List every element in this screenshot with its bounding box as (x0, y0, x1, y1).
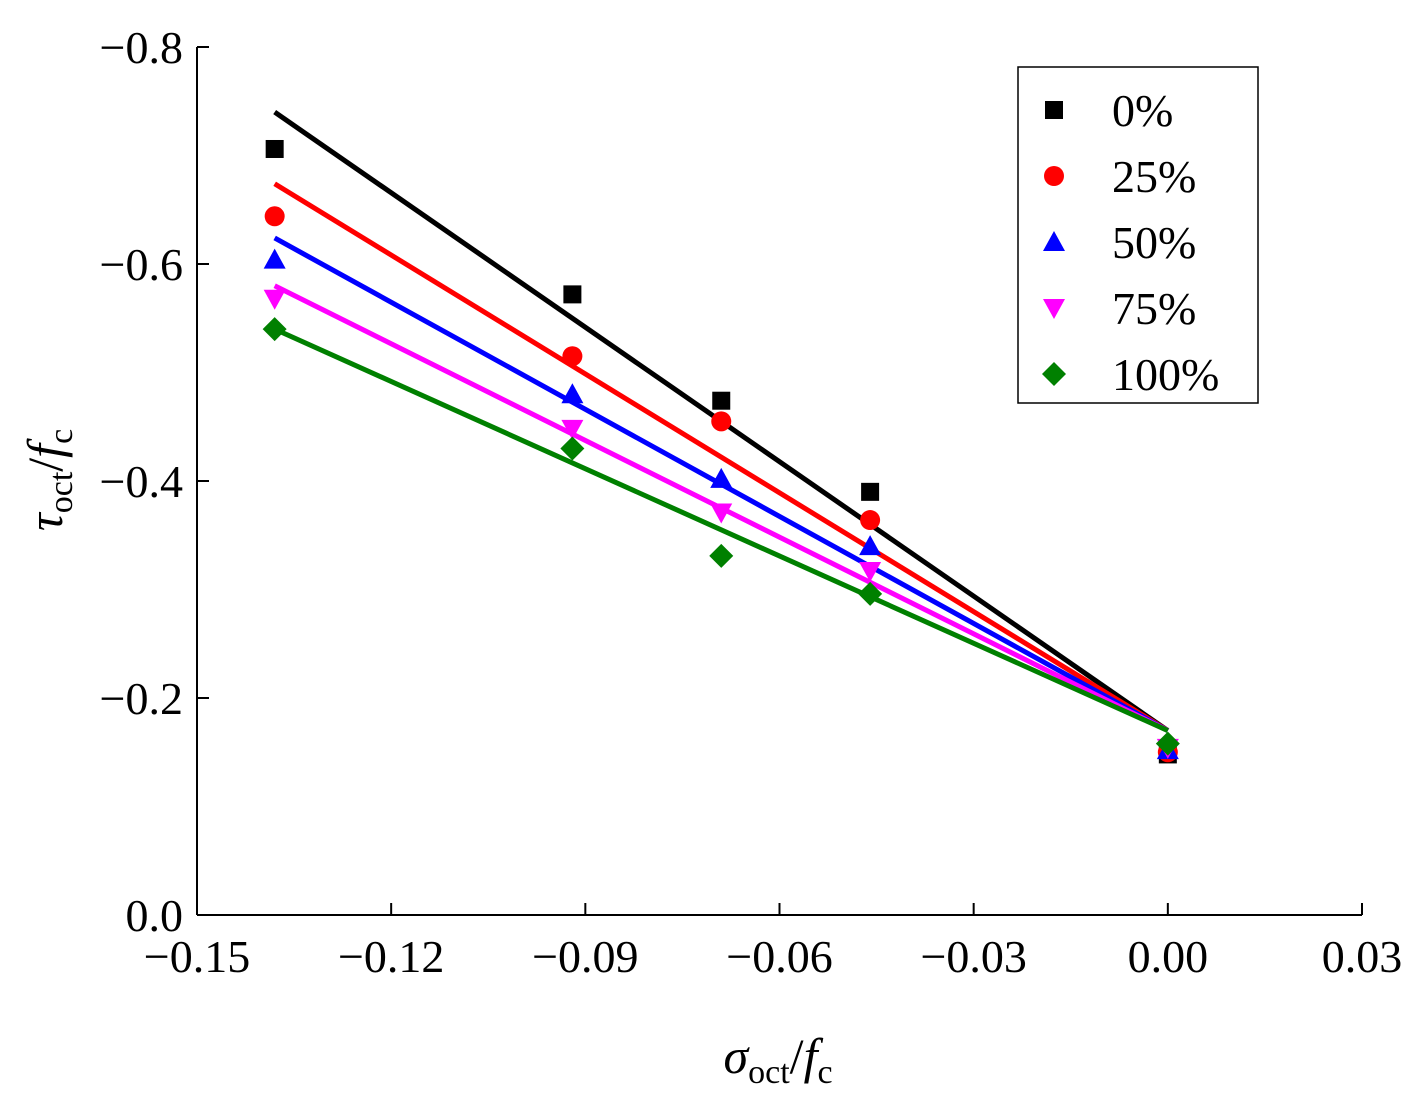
legend-marker-100pct (1042, 362, 1066, 386)
svg-text:σoct/fc: σoct/fc (723, 1028, 832, 1091)
data-markers (262, 139, 1180, 764)
data-point-100pct (560, 436, 585, 461)
y-tick-label: −0.6 (100, 239, 183, 290)
data-point-50pct (859, 535, 882, 556)
x-axis-title: σoct/fc (723, 1028, 832, 1091)
data-point-0pct (861, 482, 880, 501)
legend-marker-25pct (1044, 166, 1064, 186)
data-point-0pct (563, 285, 582, 304)
legend-label-0pct: 0% (1112, 85, 1173, 136)
legend-label-25pct: 25% (1112, 151, 1196, 202)
data-point-100pct (858, 581, 883, 606)
fit-line-25pct (273, 181, 1170, 733)
data-point-50pct (561, 383, 584, 404)
data-point-25pct (860, 510, 881, 531)
legend-frame (1017, 66, 1259, 404)
x-tick-label: −0.09 (532, 931, 638, 982)
x-tick-label: −0.06 (726, 931, 832, 982)
y-axis-title-main: τ (17, 511, 73, 531)
legend-marker-50pct (1043, 231, 1065, 251)
x-tick-label: −0.03 (920, 931, 1026, 982)
x-axis-title-sub: oct (748, 1054, 790, 1091)
data-point-50pct (710, 467, 733, 488)
y-tick-label: −0.8 (100, 22, 183, 73)
legend-label-100pct: 100% (1112, 349, 1219, 400)
data-point-75pct (263, 289, 286, 310)
x-tick-label: −0.15 (144, 931, 250, 982)
legend-marker-75pct (1043, 299, 1065, 319)
x-axis-title-sub2: c (817, 1054, 832, 1091)
data-point-50pct (263, 248, 286, 269)
data-point-100pct (1155, 731, 1180, 756)
y-tick-label: −0.2 (100, 673, 183, 724)
data-point-0pct (265, 139, 284, 158)
x-tick-label: 0.03 (1322, 931, 1403, 982)
legend-marker-0pct (1045, 101, 1063, 119)
y-tick-label: 0.0 (126, 890, 184, 941)
data-point-25pct (562, 346, 583, 367)
data-point-25pct (264, 206, 285, 227)
legend-label-75pct: 75% (1112, 283, 1196, 334)
y-axis-title-sub2: c (43, 429, 80, 444)
data-point-75pct (710, 503, 733, 524)
x-tick-label: −0.12 (338, 931, 444, 982)
x-axis-title-main: σ (723, 1028, 750, 1084)
axes: −0.15 −0.12 −0.09 −0.06 −0.03 0.00 0.03 0.0 −0.2… (100, 22, 1403, 982)
y-axis-title: τoct/fc (17, 429, 80, 531)
legend-label-50pct: 50% (1112, 217, 1196, 268)
y-axis-title-sep: / (17, 458, 73, 472)
x-axis-title-sep: / (790, 1028, 804, 1084)
y-axis-title-sub: oct (43, 471, 80, 513)
x-tick-label: 0.00 (1128, 931, 1209, 982)
fit-line-100pct (273, 326, 1169, 733)
data-point-25pct (711, 411, 732, 432)
data-point-100pct (709, 543, 734, 568)
legend: 0% 25% 50% 75% 100% (1017, 66, 1259, 404)
y-tick-label: −0.4 (100, 456, 183, 507)
data-point-100pct (262, 317, 287, 342)
data-point-75pct (859, 562, 882, 583)
svg-text:τoct/fc: τoct/fc (17, 429, 80, 531)
data-point-0pct (712, 391, 731, 410)
data-point-75pct (561, 419, 584, 440)
